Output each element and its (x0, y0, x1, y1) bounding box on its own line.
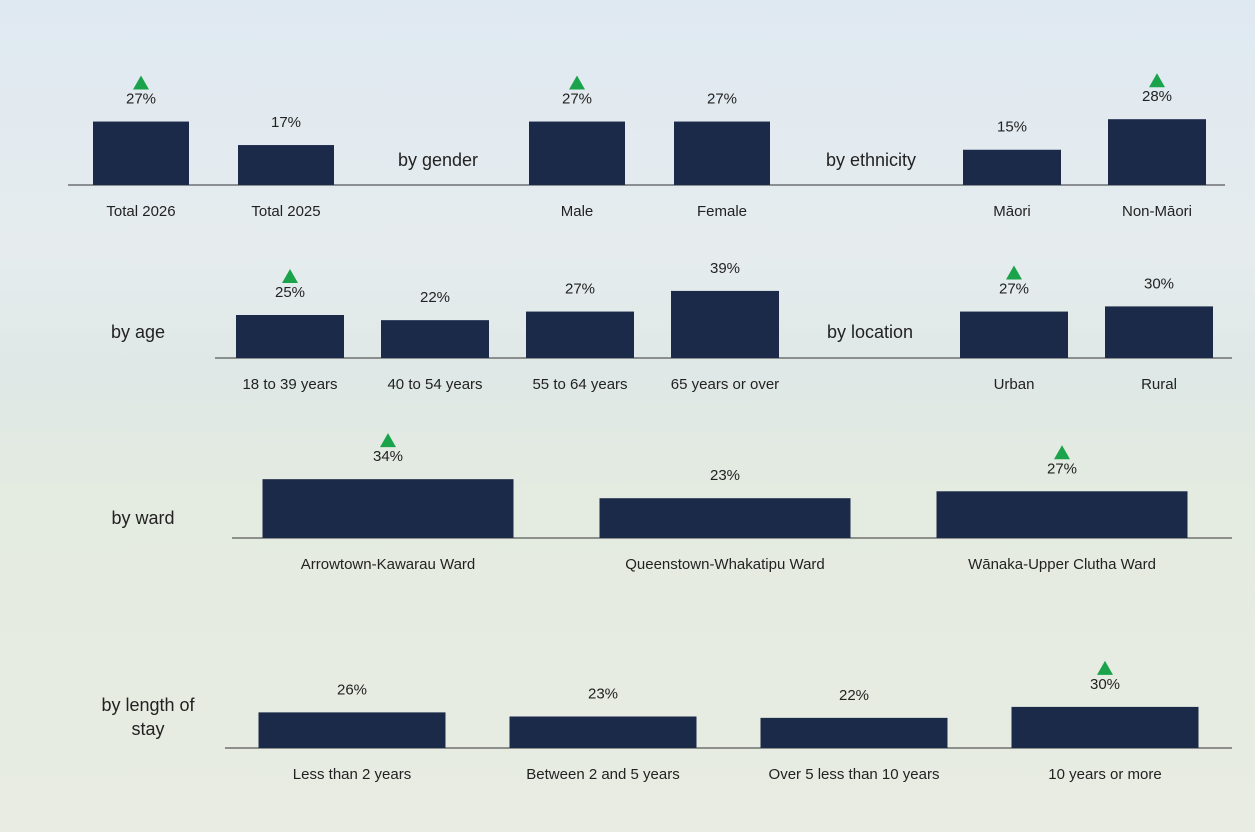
value-label: 27% (562, 91, 592, 108)
bar (93, 121, 189, 185)
bar (381, 320, 489, 358)
increase-marker (1097, 660, 1113, 675)
bar (960, 311, 1068, 358)
value-label: 22% (839, 687, 869, 704)
category-label: Between 2 and 5 years (526, 766, 679, 783)
value-label: 26% (337, 681, 367, 698)
category-label: Male (561, 203, 594, 220)
increase-marker (1054, 445, 1070, 460)
category-label: Over 5 less than 10 years (769, 766, 940, 783)
bar (963, 149, 1061, 185)
category-label: 40 to 54 years (387, 376, 482, 393)
bar (238, 145, 334, 185)
bar (258, 712, 446, 748)
bar (529, 121, 625, 185)
increase-marker (282, 269, 298, 283)
value-label: 22% (420, 289, 450, 306)
group-title: by gender (397, 150, 479, 170)
category-label: 55 to 64 years (532, 376, 627, 393)
value-label: 15% (997, 119, 1027, 136)
category-label: Total 2025 (251, 203, 320, 220)
group-title: by ward (111, 508, 175, 528)
group-title: by ethnicity (825, 150, 917, 170)
value-label: 30% (1090, 676, 1120, 693)
bar (262, 479, 514, 538)
category-label: Wānaka-Upper Clutha Ward (968, 556, 1156, 573)
bar (936, 491, 1188, 538)
category-label: Queenstown-Whakatipu Ward (625, 556, 825, 573)
bar (1011, 706, 1199, 748)
bar (1105, 306, 1213, 358)
category-label: Total 2026 (106, 203, 175, 220)
value-label: 17% (271, 114, 301, 131)
bar (674, 121, 770, 185)
bar (526, 311, 634, 358)
category-label: Rural (1141, 376, 1177, 393)
group-title: by length of stay (101, 695, 195, 739)
category-label: 65 years or over (671, 376, 779, 393)
value-label: 27% (565, 281, 595, 298)
value-label: 27% (999, 281, 1029, 298)
bar (760, 717, 948, 748)
value-label: 39% (710, 260, 740, 277)
increase-marker (1149, 73, 1165, 88)
category-label: Non-Māori (1122, 203, 1192, 220)
category-label: Less than 2 years (293, 766, 411, 783)
value-label: 25% (275, 284, 305, 301)
value-label: 27% (1047, 460, 1077, 477)
increase-marker (1006, 265, 1022, 280)
increase-marker (380, 433, 396, 448)
category-label: Urban (994, 376, 1035, 393)
increase-marker (569, 75, 585, 90)
group-title: by location (826, 322, 914, 342)
value-label: 23% (710, 467, 740, 484)
category-label: Arrowtown-Kawarau Ward (301, 556, 476, 573)
value-label: 27% (707, 91, 737, 108)
category-label: 10 years or more (1048, 766, 1161, 783)
category-label: Female (697, 203, 747, 220)
bar (509, 716, 697, 748)
category-label: 18 to 39 years (242, 376, 337, 393)
bar (599, 498, 851, 538)
value-label: 30% (1144, 275, 1174, 292)
value-label: 28% (1142, 88, 1172, 105)
group-title: by age (110, 322, 166, 342)
bar (1108, 119, 1206, 185)
value-label: 34% (373, 448, 403, 465)
value-label: 23% (588, 685, 618, 702)
bar (236, 315, 344, 358)
value-label: 27% (126, 91, 156, 108)
bar (671, 290, 779, 358)
increase-marker (133, 75, 149, 90)
category-label: Māori (993, 203, 1031, 220)
